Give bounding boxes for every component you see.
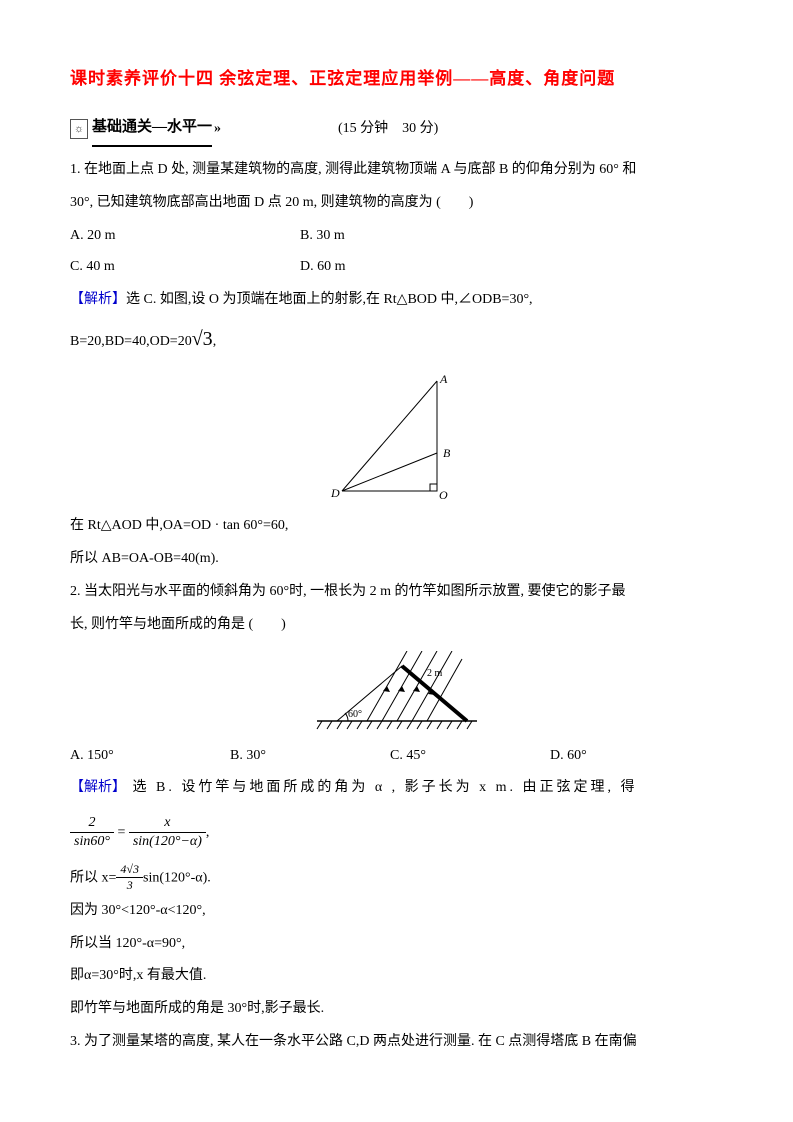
q2-opt-b: B. 30°	[230, 741, 390, 772]
q1-text-1: 1. 在地面上点 D 处, 测量某建筑物的高度, 测得此建筑物顶端 A 与底部 …	[70, 155, 723, 186]
q2-equation: 2 sin60° = x sin(120°−α) ,	[70, 814, 723, 851]
fig-label-A: A	[439, 372, 448, 386]
frac2-den: 3	[116, 878, 143, 894]
q2-so: 所以 x= 4√3 3 sin(120°-α).	[70, 862, 723, 894]
q2-eq-comma: ,	[206, 825, 210, 840]
q1-solution: 【解析】选 C. 如图,设 O 为顶端在地面上的射影,在 Rt△BOD 中,∠O…	[70, 285, 723, 316]
frac-4r3: 4√3 3	[116, 862, 143, 894]
section-timing: (15 分钟 30 分)	[338, 114, 438, 145]
fig2-angle: 60°	[348, 709, 362, 720]
q2-opt-a: A. 150°	[70, 741, 230, 772]
frac-r-num: x	[129, 814, 206, 833]
q2-solution: 【解析】 选 B. 设竹竿与地面所成的角为 α , 影子长为 x m. 由正弦定…	[70, 773, 723, 804]
q2-line6: 即竹竿与地面所成的角是 30°时,影子最长.	[70, 994, 723, 1025]
frac-right: x sin(120°−α)	[129, 814, 206, 851]
solution-label-2: 【解析】	[70, 780, 126, 795]
q1-opt-a: A. 20 m	[70, 221, 300, 252]
frac2-num: 4√3	[116, 862, 143, 879]
solution-label: 【解析】	[70, 292, 126, 307]
frac-l-num: 2	[70, 814, 114, 833]
q2-text-2: 长, 则竹竿与地面所成的角是 ( )	[70, 610, 723, 641]
q1-opt-d: D. 60 m	[300, 252, 530, 283]
bulb-icon: ☼	[70, 119, 88, 139]
q1-opts-row2: C. 40 m D. 60 m	[70, 252, 723, 283]
q1-after1: 在 Rt△AOD 中,OA=OD · tan 60°=60,	[70, 511, 723, 542]
q2-opt-c: C. 45°	[390, 741, 550, 772]
section-label: 基础通关—水平一	[92, 111, 212, 147]
q2-solution-text: 选 B. 设竹竿与地面所成的角为 α , 影子长为 x m. 由正弦定理, 得	[126, 780, 638, 795]
q2-line4: 所以当 120°-α=90°,	[70, 929, 723, 960]
q1-figure: A B D O	[70, 371, 723, 501]
q1-calc-comma: ,	[213, 334, 217, 349]
chevron-icon: »	[214, 114, 218, 145]
fig2-len: 2 m	[427, 668, 443, 679]
q1-opt-b: B. 30 m	[300, 221, 530, 252]
q2-line3: 因为 30°<120°-α<120°,	[70, 896, 723, 927]
section-header: ☼ 基础通关—水平一 » (15 分钟 30 分)	[70, 111, 723, 147]
q1-text-2: 30°, 已知建筑物底部高出地面 D 点 20 m, 则建筑物的高度为 ( )	[70, 188, 723, 219]
q2-text-1: 2. 当太阳光与水平面的倾斜角为 60°时, 一根长为 2 m 的竹竿如图所示放…	[70, 577, 723, 608]
sqrt-3: √3	[192, 328, 213, 350]
q2-opt-d: D. 60°	[550, 741, 710, 772]
q1-calc-pre: B=20,BD=40,OD=20	[70, 334, 192, 349]
q1-solution-text: 选 C. 如图,设 O 为顶端在地面上的射影,在 Rt△BOD 中,∠ODB=3…	[126, 292, 533, 307]
q3-text-1: 3. 为了测量某塔的高度, 某人在一条水平公路 C,D 两点处进行测量. 在 C…	[70, 1027, 723, 1058]
q2-so-post: sin(120°-α).	[143, 870, 211, 885]
fig-label-B: B	[443, 446, 451, 460]
frac-r-den: sin(120°−α)	[129, 833, 206, 851]
q2-line5: 即α=30°时,x 有最大值.	[70, 961, 723, 992]
fig-label-D: D	[330, 486, 340, 500]
page-title: 课时素养评价十四 余弦定理、正弦定理应用举例——高度、角度问题	[70, 60, 723, 97]
q1-opt-c: C. 40 m	[70, 252, 300, 283]
q2-so-pre: 所以 x=	[70, 870, 116, 885]
frac-left: 2 sin60°	[70, 814, 114, 851]
q2-figure: 60° 2 m	[70, 651, 723, 731]
q2-opts: A. 150° B. 30° C. 45° D. 60°	[70, 741, 723, 772]
q1-after2: 所以 AB=OA-OB=40(m).	[70, 544, 723, 575]
eq-sign: =	[117, 825, 125, 840]
frac-l-den: sin60°	[70, 833, 114, 851]
q1-opts-row1: A. 20 m B. 30 m	[70, 221, 723, 252]
q1-calc: B=20,BD=40,OD=20√3,	[70, 317, 723, 361]
fig-label-O: O	[439, 488, 448, 501]
